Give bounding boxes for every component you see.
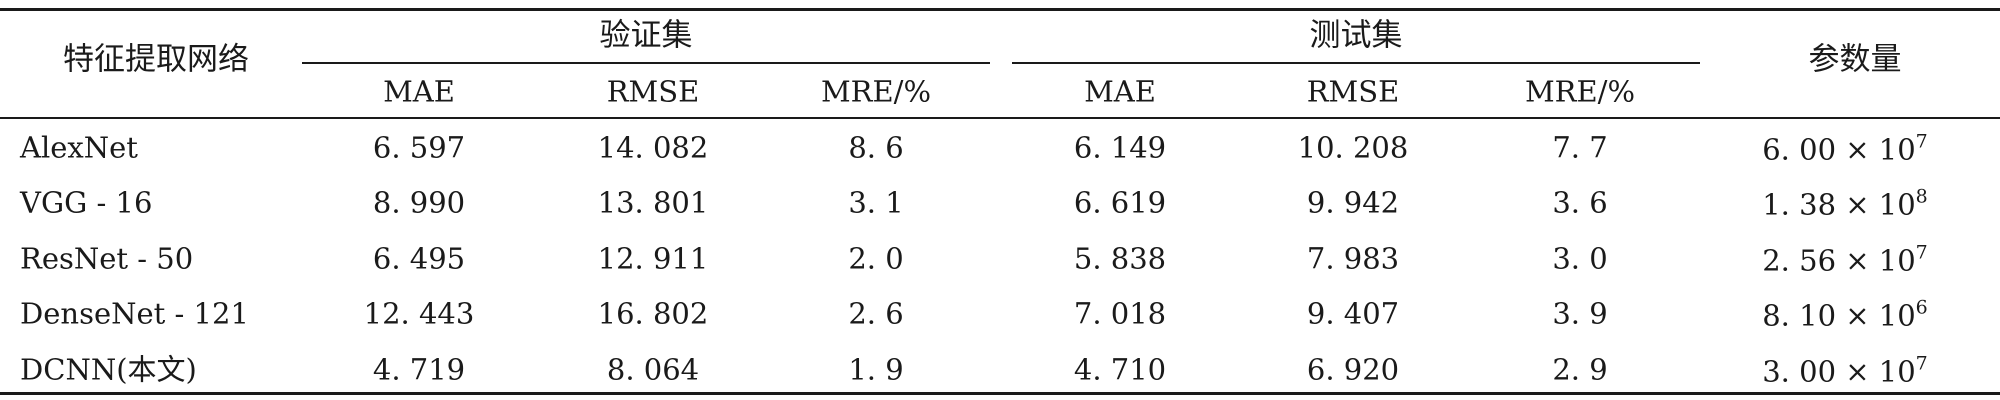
header-group-test: 测试集: [1309, 17, 1403, 54]
cell-test-rmse: 7. 983: [1306, 241, 1400, 276]
cell-val-rmse: 14. 082: [597, 130, 709, 165]
param-exponent: 7: [1915, 352, 1928, 375]
row-name: DenseNet - 121: [20, 296, 249, 331]
param-exponent: 7: [1915, 241, 1928, 264]
cell-val-mae: 6. 495: [372, 241, 466, 276]
cell-test-mae: 6. 619: [1073, 185, 1167, 220]
header-feature-net: 特征提取网络: [63, 41, 249, 78]
param-mantissa: 2. 56 × 10: [1762, 243, 1916, 278]
header-test-mae: MAE: [1084, 74, 1156, 109]
table-top-rule: [0, 8, 2000, 11]
header-val-rmse: RMSE: [606, 74, 700, 109]
cell-val-mre: 2. 0: [848, 241, 904, 276]
cell-test-rmse: 10. 208: [1297, 130, 1409, 165]
cell-test-mae: 7. 018: [1073, 296, 1167, 331]
header-test-mre: MRE/%: [1524, 74, 1636, 109]
cell-test-mre: 2. 9: [1552, 352, 1608, 387]
cell-params: 8. 10 × 106: [1762, 298, 1928, 333]
param-exponent: 6: [1915, 296, 1928, 319]
cell-test-mre: 3. 0: [1552, 241, 1608, 276]
cell-test-mae: 6. 149: [1073, 130, 1167, 165]
cell-test-rmse: 6. 920: [1306, 352, 1400, 387]
cell-test-mae: 5. 838: [1073, 241, 1167, 276]
cell-val-mre: 2. 6: [848, 296, 904, 331]
cell-val-mre: 8. 6: [848, 130, 904, 165]
cell-test-rmse: 9. 407: [1306, 296, 1400, 331]
cell-val-mre: 3. 1: [848, 185, 904, 220]
test-group-rule: [1012, 62, 1700, 64]
cell-val-rmse: 8. 064: [606, 352, 700, 387]
row-name: VGG - 16: [20, 185, 153, 220]
row-name: DCNN(本文): [20, 352, 197, 387]
param-exponent: 8: [1915, 185, 1928, 208]
param-mantissa: 6. 00 × 10: [1762, 132, 1916, 167]
cell-val-mre: 1. 9: [848, 352, 904, 387]
cell-params: 1. 38 × 108: [1762, 187, 1928, 222]
header-group-validation: 验证集: [599, 17, 693, 54]
table-bottom-rule: [0, 392, 2000, 395]
cell-test-rmse: 9. 942: [1306, 185, 1400, 220]
validation-group-rule: [302, 62, 990, 64]
cell-params: 3. 00 × 107: [1762, 354, 1928, 389]
header-val-mae: MAE: [383, 74, 455, 109]
cell-test-mre: 7. 7: [1552, 130, 1608, 165]
cell-val-mae: 8. 990: [372, 185, 466, 220]
header-val-mre: MRE/%: [820, 74, 932, 109]
cell-test-mre: 3. 9: [1552, 296, 1608, 331]
cell-val-mae: 12. 443: [363, 296, 475, 331]
cell-val-mae: 4. 719: [372, 352, 466, 387]
header-bottom-rule: [0, 117, 2000, 119]
param-mantissa: 3. 00 × 10: [1762, 354, 1916, 389]
cell-params: 6. 00 × 107: [1762, 132, 1928, 167]
cell-test-mae: 4. 710: [1073, 352, 1167, 387]
header-test-rmse: RMSE: [1306, 74, 1400, 109]
cell-params: 2. 56 × 107: [1762, 243, 1928, 278]
cell-val-rmse: 13. 801: [597, 185, 709, 220]
param-mantissa: 8. 10 × 10: [1762, 298, 1916, 333]
param-exponent: 7: [1915, 130, 1928, 153]
header-params: 参数量: [1808, 41, 1902, 78]
cell-val-mae: 6. 597: [372, 130, 466, 165]
cell-val-rmse: 12. 911: [597, 241, 709, 276]
row-name: ResNet - 50: [20, 241, 194, 276]
cell-val-rmse: 16. 802: [597, 296, 709, 331]
cell-test-mre: 3. 6: [1552, 185, 1608, 220]
row-name: AlexNet: [20, 130, 138, 165]
param-mantissa: 1. 38 × 10: [1762, 187, 1916, 222]
